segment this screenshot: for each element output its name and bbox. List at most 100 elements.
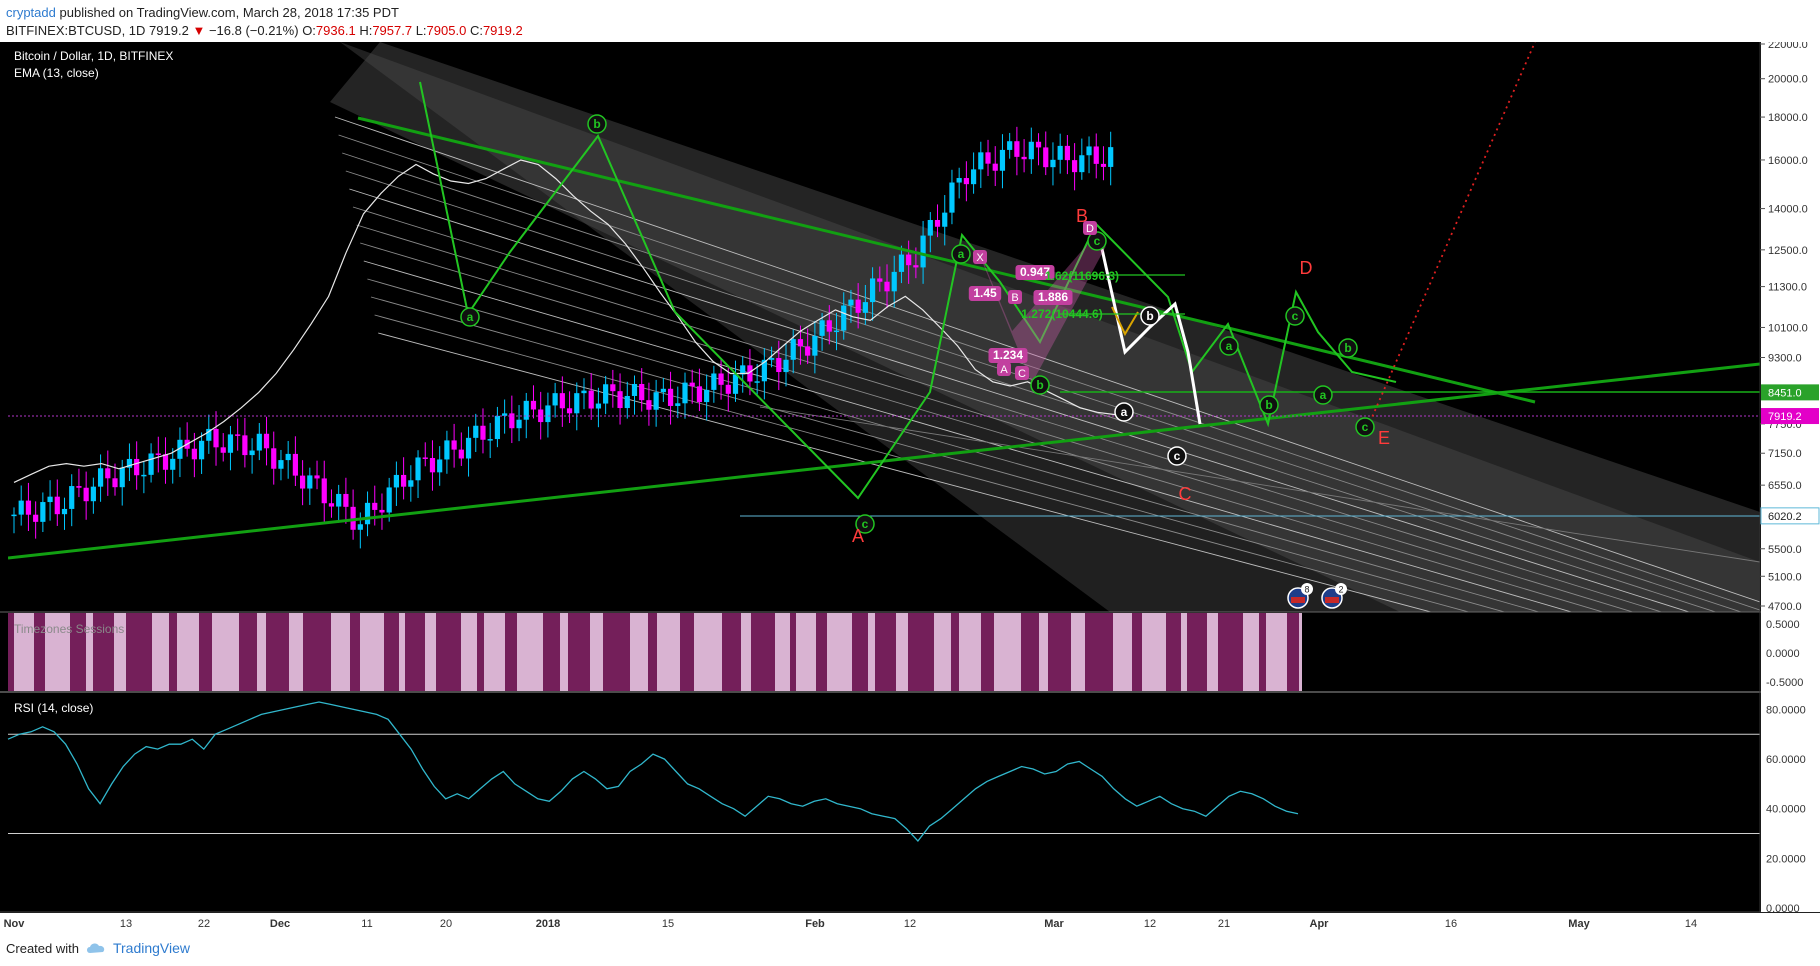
time-tick-label: Mar	[1044, 918, 1064, 930]
time-tick-label: 20	[440, 918, 452, 930]
harmonic-point-X[interactable]: X	[973, 250, 987, 264]
harmonic-point-D[interactable]: D	[1083, 221, 1097, 235]
economic-event-flag-icon[interactable]: 2	[1321, 583, 1347, 609]
tradingview-brand[interactable]: TradingView	[112, 940, 191, 956]
candle-body	[415, 457, 421, 481]
svg-text:b: b	[593, 117, 600, 131]
candle-body	[696, 386, 703, 403]
candle-body	[581, 390, 587, 394]
candle-body	[985, 152, 991, 164]
candle-body	[689, 382, 695, 387]
harmonic-point-A[interactable]: A	[997, 362, 1011, 376]
price-axis[interactable]: 22000.0 20000.0 18000.0 16000.0 14000.0 12500…	[1760, 42, 1820, 915]
channel-line	[334, 116, 1760, 603]
price-tag[interactable]: 8451.0	[1761, 384, 1819, 401]
main-pane[interactable]: abcabcabcabcabcABCDEXABCD0.9471.8861.451…	[8, 42, 1760, 699]
session-bar	[126, 613, 152, 691]
symbol-label: BITFINEX:BTCUSD, 1D	[6, 23, 146, 38]
wave-label-a[interactable]: a	[1219, 336, 1239, 356]
candle-body	[422, 457, 428, 459]
candle-body	[718, 373, 724, 385]
wave-label-c[interactable]: c	[1167, 446, 1187, 466]
chart-canvas[interactable]: abcabcabcabcabcABCDEXABCD0.9471.8861.451…	[0, 42, 1820, 934]
elliott-wave-path[interactable]	[419, 81, 1397, 500]
wave-label-b[interactable]: b	[1259, 395, 1279, 415]
harmonic-point-C[interactable]: C	[1015, 366, 1029, 380]
svg-text:2: 2	[1338, 585, 1343, 595]
candle-body	[768, 358, 775, 360]
session-bar	[14, 613, 34, 691]
candle-body	[162, 454, 169, 470]
sessions-title: Timezones Sessions	[14, 622, 124, 636]
channel-line	[352, 206, 1663, 612]
session-bar	[648, 613, 657, 691]
wave-label-c[interactable]: c	[855, 514, 875, 534]
yellow-wave-path[interactable]	[1111, 306, 1139, 337]
harmonic-point-B[interactable]: B	[1008, 290, 1022, 304]
time-tick-label: 14	[1685, 918, 1697, 930]
session-bar	[350, 613, 360, 691]
price-tag[interactable]: 7919.2	[1761, 408, 1819, 425]
wave-label-a[interactable]: a	[1114, 402, 1134, 422]
candle-body	[343, 493, 349, 507]
candle-body	[242, 435, 248, 456]
candle-body	[646, 400, 652, 410]
session-bar	[868, 613, 875, 691]
candle-body	[263, 433, 270, 449]
channel-line	[342, 152, 1743, 612]
candle-body	[949, 182, 955, 213]
wave-label-C[interactable]: C	[1179, 484, 1192, 504]
wave-label-a[interactable]: a	[460, 307, 480, 327]
candle-body	[278, 460, 284, 469]
candle-body	[473, 425, 479, 438]
wave-label-D[interactable]: D	[1300, 258, 1313, 278]
resistance-trendline[interactable]	[357, 116, 1536, 404]
channel-band-outer	[340, 42, 1760, 612]
svg-text:c: c	[1292, 309, 1299, 323]
wave-label-a[interactable]: a	[951, 244, 971, 264]
candle-body	[314, 475, 320, 479]
candle-body	[494, 415, 501, 440]
wave-label-b[interactable]: b	[1338, 338, 1358, 358]
candle-body	[61, 508, 68, 515]
candle-body	[978, 152, 984, 170]
regression-channel	[330, 42, 1760, 612]
candle-body	[364, 502, 371, 525]
price-tag[interactable]: 6020.2	[1760, 507, 1820, 525]
wave-label-b[interactable]: b	[1140, 306, 1160, 326]
candle-body	[451, 440, 457, 450]
wave-label-A[interactable]: A	[852, 526, 864, 546]
wave-label-c[interactable]: c	[1355, 417, 1375, 437]
time-tick-label: 11	[361, 918, 372, 930]
candle-body	[458, 449, 464, 459]
candle-body	[891, 271, 897, 292]
candle-body	[610, 384, 616, 392]
time-axis[interactable]: Nov 13 22 Dec 11 20 2018 15 Feb 12 Mar 12 21 Apr 16 May…	[0, 913, 1820, 934]
wave-label-b[interactable]: b	[587, 114, 607, 134]
sessions-tick-label: 0.5000	[1766, 619, 1800, 631]
candle-body	[444, 440, 450, 460]
price-tick-label: 4700.0	[1768, 601, 1802, 613]
author-link[interactable]: cryptadd	[6, 5, 56, 20]
economic-event-flag-icon[interactable]: 8	[1287, 583, 1313, 609]
candle-body	[552, 393, 558, 406]
candle-body	[855, 299, 861, 313]
wave-label-b[interactable]: b	[1030, 375, 1050, 395]
candle-body	[357, 524, 363, 530]
candle-body	[141, 474, 147, 477]
session-bar	[505, 613, 517, 691]
candle-body	[1043, 147, 1049, 168]
channel-line	[349, 188, 1691, 612]
candle-body	[198, 440, 205, 460]
wave-label-E[interactable]: E	[1378, 428, 1390, 448]
price-tick-label: 12500.0	[1768, 245, 1808, 257]
candle-body	[256, 433, 262, 451]
candle-body	[639, 383, 645, 401]
wave-label-a[interactable]: a	[1313, 385, 1333, 405]
candle-body	[812, 335, 818, 356]
wave-label-B[interactable]: B	[1076, 206, 1088, 226]
svg-text:8451.0: 8451.0	[1768, 387, 1802, 399]
candle-body	[509, 413, 515, 429]
wave-label-c[interactable]: c	[1285, 306, 1305, 326]
white-wave-path[interactable]	[1098, 239, 1202, 425]
